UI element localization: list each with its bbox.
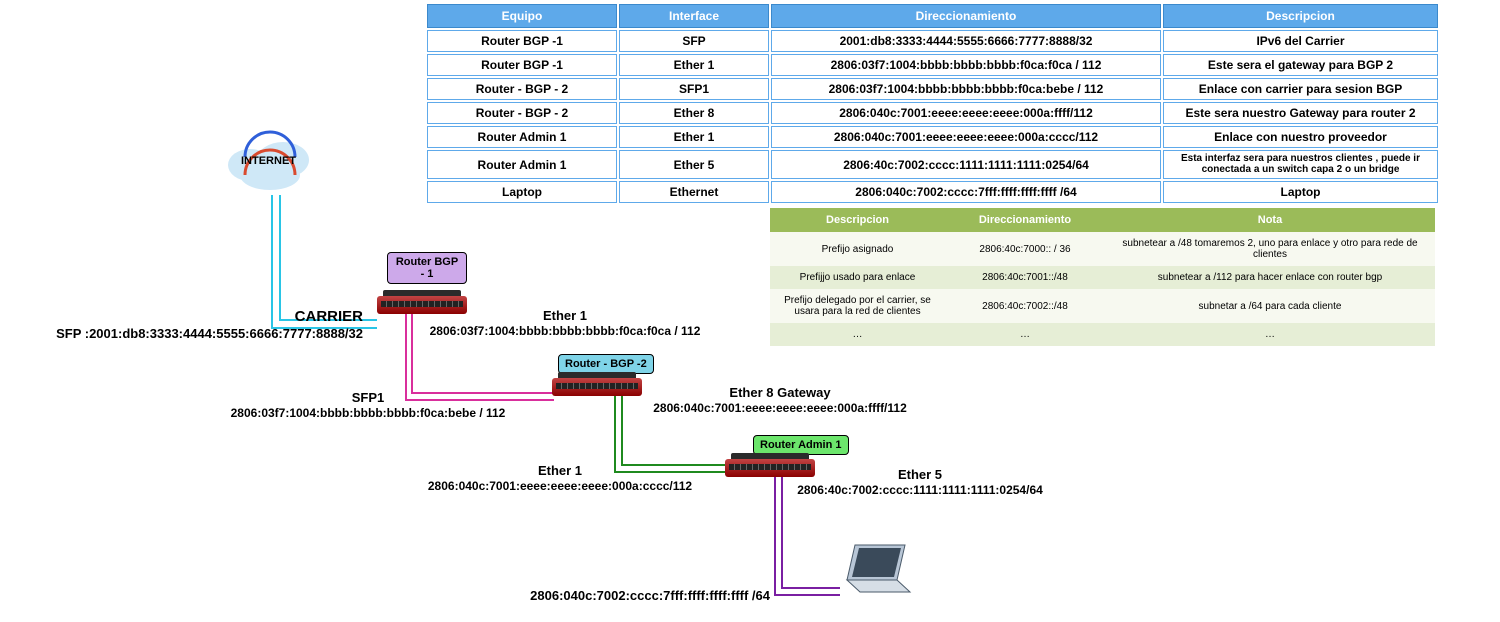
t2-header: Direccionamiento bbox=[945, 208, 1105, 232]
carrier-title: CARRIER bbox=[8, 308, 363, 326]
table-row: Router BGP -1Ether 12806:03f7:1004:bbbb:… bbox=[427, 54, 1438, 76]
internet-label: INTERNET bbox=[241, 155, 296, 168]
router-admin1-text: Router Admin 1 bbox=[760, 439, 842, 451]
router-bgp2-text: Router - BGP -2 bbox=[565, 358, 647, 370]
sfp1-l2: 2806:03f7:1004:bbbb:bbbb:bbbb:f0ca:bebe … bbox=[198, 406, 538, 420]
router-bgp2-label: Router - BGP -2 bbox=[558, 354, 654, 374]
t1-header: Equipo bbox=[427, 4, 617, 28]
ether1-admin-l1: Ether 1 bbox=[405, 463, 715, 479]
t1-header: Interface bbox=[619, 4, 769, 28]
ether1-bgp1: Ether 1 2806:03f7:1004:bbbb:bbbb:bbbb:f0… bbox=[405, 308, 725, 338]
table-row: ……… bbox=[770, 323, 1435, 346]
t2-header: Descripcion bbox=[770, 208, 945, 232]
ether8-gw: Ether 8 Gateway 2806:040c:7001:eeee:eeee… bbox=[635, 385, 925, 415]
ether1-bgp1-l1: Ether 1 bbox=[405, 308, 725, 324]
router-admin1-label: Router Admin 1 bbox=[753, 435, 849, 455]
prefix-table: DescripcionDireccionamientoNota Prefijo … bbox=[770, 208, 1435, 346]
ether1-admin-l2: 2806:040c:7001:eeee:eeee:eeee:000a:cccc/… bbox=[405, 479, 715, 493]
laptop-icon bbox=[835, 540, 915, 600]
t1-header: Direccionamiento bbox=[771, 4, 1161, 28]
carrier-label: CARRIER SFP :2001:db8:3333:4444:5555:666… bbox=[8, 308, 363, 342]
table-row: Router Admin 1Ether 52806:40c:7002:cccc:… bbox=[427, 150, 1438, 179]
router-bgp1-text: Router BGP - 1 bbox=[396, 256, 458, 280]
sfp1: SFP1 2806:03f7:1004:bbbb:bbbb:bbbb:f0ca:… bbox=[198, 390, 538, 420]
laptop-addr: 2806:040c:7002:cccc:7fff:ffff:ffff:ffff … bbox=[470, 588, 770, 604]
ether5-l2: 2806:40c:7002:cccc:1111:1111:1111:0254/6… bbox=[780, 483, 1060, 497]
sfp1-l1: SFP1 bbox=[198, 390, 538, 406]
ether8-l2: 2806:040c:7001:eeee:eeee:eeee:000a:ffff/… bbox=[635, 401, 925, 415]
router-bgp2-icon bbox=[552, 378, 642, 396]
t2-header: Nota bbox=[1105, 208, 1435, 232]
table-row: Prefijo asignado2806:40c:7000:: / 36subn… bbox=[770, 232, 1435, 266]
router-bgp1-label: Router BGP - 1 bbox=[387, 252, 467, 284]
carrier-addr: SFP :2001:db8:3333:4444:5555:6666:7777:8… bbox=[8, 326, 363, 342]
addressing-table: EquipoInterfaceDireccionamientoDescripci… bbox=[425, 2, 1440, 205]
ether5: Ether 5 2806:40c:7002:cccc:1111:1111:111… bbox=[780, 467, 1060, 497]
table-row: LaptopEthernet2806:040c:7002:cccc:7fff:f… bbox=[427, 181, 1438, 203]
ether1-admin: Ether 1 2806:040c:7001:eeee:eeee:eeee:00… bbox=[405, 463, 715, 493]
table-row: Prefijjo usado para enlace2806:40c:7001:… bbox=[770, 266, 1435, 289]
table-row: Router BGP -1SFP2001:db8:3333:4444:5555:… bbox=[427, 30, 1438, 52]
ether1-bgp1-l2: 2806:03f7:1004:bbbb:bbbb:bbbb:f0ca:f0ca … bbox=[405, 324, 725, 338]
table-row: Router Admin 1Ether 12806:040c:7001:eeee… bbox=[427, 126, 1438, 148]
table-row: Router - BGP - 2Ether 82806:040c:7001:ee… bbox=[427, 102, 1438, 124]
table-row: Router - BGP - 2SFP12806:03f7:1004:bbbb:… bbox=[427, 78, 1438, 100]
table-row: Prefijo delegado por el carrier, se usar… bbox=[770, 289, 1435, 323]
ether8-l1: Ether 8 Gateway bbox=[635, 385, 925, 401]
t1-header: Descripcion bbox=[1163, 4, 1438, 28]
ether5-l1: Ether 5 bbox=[780, 467, 1060, 483]
